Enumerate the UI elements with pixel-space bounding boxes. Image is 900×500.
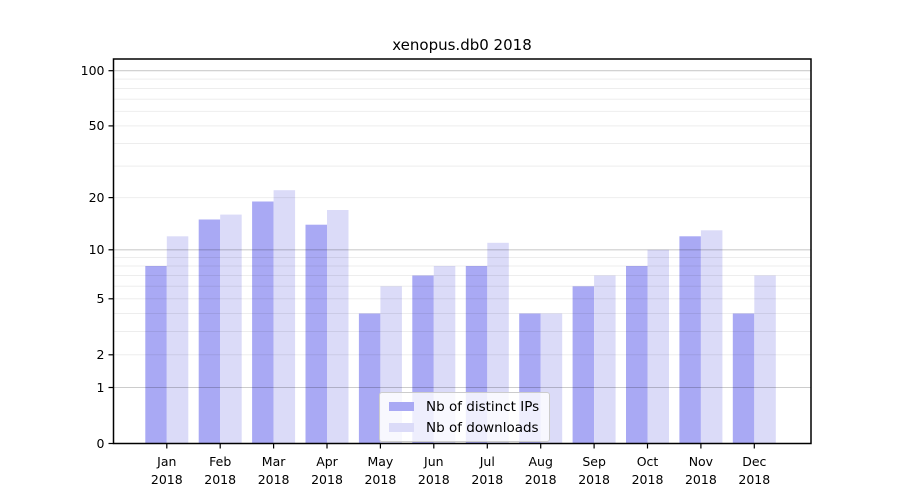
y-tick-label-1: 1 — [97, 380, 105, 395]
bar-distinct-ips-apr — [305, 224, 327, 444]
x-tick-label-jul: Jul 2018 — [471, 454, 503, 487]
bar-downloads-feb — [220, 214, 242, 444]
plot-frame — [112, 58, 812, 445]
chart-title: xenopus.db0 2018 — [392, 36, 532, 54]
x-tick-label-mar: Mar 2018 — [258, 454, 290, 487]
x-tick-label-nov: Nov 2018 — [685, 454, 717, 487]
y-tick-label-5: 5 — [97, 291, 105, 306]
y-tick-label-2: 2 — [97, 347, 105, 362]
legend-swatch-downloads — [389, 423, 414, 432]
y-tick-label-20: 20 — [89, 190, 105, 205]
bar-downloads-dec — [754, 275, 776, 444]
bar-distinct-ips-feb — [198, 219, 221, 444]
bar-downloads-apr — [327, 210, 349, 444]
bar-downloads-mar — [273, 190, 296, 444]
bar-distinct-ips-jan — [145, 266, 167, 444]
bar-distinct-ips-may — [358, 313, 381, 444]
legend-label-distinct-ips: Nb of distinct IPs — [426, 398, 540, 415]
x-tick-label-dec: Dec 2018 — [738, 454, 770, 487]
x-tick-label-sep: Sep 2018 — [578, 454, 610, 487]
legend-entry-distinct-ips: Nb of distinct IPs — [389, 398, 539, 415]
legend-label-downloads: Nb of downloads — [426, 419, 539, 436]
y-tick-label-0: 0 — [97, 436, 105, 451]
x-tick-label-jun: Jun 2018 — [418, 454, 450, 487]
y-tick-label-100: 100 — [81, 63, 105, 78]
x-tick-label-feb: Feb 2018 — [204, 454, 236, 487]
y-tick-label-50: 50 — [89, 118, 105, 133]
bar-distinct-ips-mar — [252, 201, 274, 444]
bar-distinct-ips-nov — [679, 236, 701, 444]
legend-swatch-distinct-ips — [389, 402, 414, 411]
bar-downloads-nov — [700, 230, 723, 444]
x-tick-label-aug: Aug 2018 — [525, 454, 557, 487]
bar-downloads-oct — [647, 249, 669, 444]
x-tick-label-jan: Jan 2018 — [151, 454, 183, 487]
legend: Nb of distinct IPs Nb of downloads — [379, 392, 551, 442]
bar-downloads-sep — [594, 275, 616, 444]
bar-distinct-ips-dec — [732, 313, 755, 444]
bar-downloads-jan — [166, 236, 189, 444]
x-tick-label-may: May 2018 — [364, 454, 396, 487]
bar-distinct-ips-sep — [572, 286, 595, 444]
legend-entry-downloads: Nb of downloads — [389, 419, 539, 436]
bar-distinct-ips-oct — [626, 266, 648, 444]
x-tick-label-oct: Oct 2018 — [632, 454, 664, 487]
y-tick-label-10: 10 — [89, 242, 105, 257]
x-tick-label-apr: Apr 2018 — [311, 454, 343, 487]
